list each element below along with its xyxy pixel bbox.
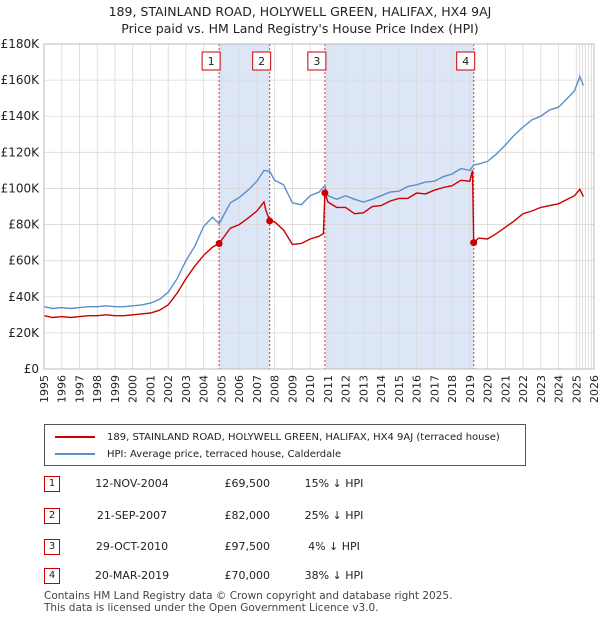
chart-subtitle: Price paid vs. HM Land Registry's House … <box>121 21 479 36</box>
legend-swatch-hpi <box>55 453 95 455</box>
transaction-price: £70,000 <box>224 569 271 582</box>
x-tick-label: 2007 <box>251 375 264 403</box>
transaction-hpi-diff: 15% ↓ HPI <box>304 477 364 490</box>
transaction-row: 3 29-OCT-2010 £97,500 4% ↓ HPI <box>0 539 600 559</box>
marker-box <box>307 51 327 71</box>
sale-point <box>215 240 223 248</box>
y-tick-label: £120K <box>1 145 41 159</box>
x-tick-label: 2019 <box>464 375 477 403</box>
x-tick-label: 2021 <box>499 375 512 403</box>
transaction-hpi-diff: 38% ↓ HPI <box>304 569 364 582</box>
legend-label-hpi: HPI: Average price, terraced house, Cald… <box>107 448 342 460</box>
x-tick-label: 2024 <box>553 375 566 403</box>
y-tick-label: £100K <box>1 181 41 195</box>
ownership-shade <box>324 44 474 369</box>
x-tick-label: 2010 <box>304 375 317 403</box>
x-tick-label: 2023 <box>535 375 548 403</box>
y-tick-label: £160K <box>1 73 41 87</box>
x-tick-label: 2006 <box>233 375 246 403</box>
x-tick-label: 2014 <box>375 375 388 403</box>
marker-box <box>252 51 272 71</box>
chart-legend: 189, STAINLAND ROAD, HOLYWELL GREEN, HAL… <box>44 424 526 466</box>
transaction-hpi-diff: 25% ↓ HPI <box>304 509 364 522</box>
marker-label: 4 <box>462 55 469 68</box>
legend-item-hpi: HPI: Average price, terraced house, Cald… <box>55 446 341 462</box>
x-tick-label: 2025 <box>570 375 583 403</box>
x-tick-label: 2001 <box>144 375 157 403</box>
price-chart: 1995 1996 1997 1998 1999 2000 2001 2002 2003 2004… <box>1 37 600 403</box>
y-tick-label: £40K <box>8 290 40 304</box>
x-tick-label: 2018 <box>446 375 459 403</box>
x-tick-label: 2009 <box>286 375 299 403</box>
x-tick-label: 1998 <box>91 375 104 403</box>
transaction-hpi-diff: 4% ↓ HPI <box>308 540 360 553</box>
transaction-number: 2 <box>44 508 60 524</box>
transaction-date: 20-MAR-2019 <box>94 569 170 582</box>
x-tick-label: 2011 <box>322 375 335 403</box>
x-tick-label: 2008 <box>269 375 282 403</box>
plot-border <box>43 43 595 370</box>
legend-label-property: 189, STAINLAND ROAD, HOLYWELL GREEN, HAL… <box>107 431 500 443</box>
footer-licence: This data is licensed under the Open Gov… <box>44 602 379 614</box>
transaction-date: 29-OCT-2010 <box>95 540 169 553</box>
legend-item-property: 189, STAINLAND ROAD, HOLYWELL GREEN, HAL… <box>55 429 500 445</box>
series-line-hpi <box>43 74 585 310</box>
x-tick-label: 1996 <box>56 375 69 403</box>
transaction-price: £97,500 <box>224 540 271 553</box>
transaction-price: £82,000 <box>224 509 271 522</box>
x-tick-label: 2015 <box>393 375 406 403</box>
x-tick-label: 2000 <box>127 375 140 403</box>
footer-copyright: Contains HM Land Registry data © Crown c… <box>44 590 453 602</box>
x-tick-label: 2002 <box>162 375 175 403</box>
marker-box <box>456 51 476 71</box>
x-tick-label: 2026 <box>588 375 600 403</box>
sale-point <box>266 217 274 225</box>
sale-point <box>470 239 478 247</box>
transaction-row: 4 20-MAR-2019 £70,000 38% ↓ HPI <box>0 568 600 588</box>
x-tick-label: 1997 <box>73 375 86 403</box>
marker-box <box>201 51 221 71</box>
x-tick-label: 2004 <box>198 375 211 403</box>
x-tick-label: 2013 <box>357 375 370 403</box>
y-tick-label: £60K <box>8 254 40 268</box>
transaction-row: 1 12-NOV-2004 £69,500 15% ↓ HPI <box>0 476 600 496</box>
x-tick-label: 2005 <box>215 375 228 403</box>
x-tick-label: 2020 <box>482 375 495 403</box>
x-tick-label: 1999 <box>109 375 122 403</box>
transaction-price: £69,500 <box>224 477 271 490</box>
marker-label: 3 <box>313 55 320 68</box>
x-tick-label: 2022 <box>517 375 530 403</box>
marker-label: 1 <box>208 55 215 68</box>
transaction-number: 4 <box>44 568 60 584</box>
y-tick-label: £20K <box>8 326 40 340</box>
x-tick-label: 2017 <box>428 375 441 403</box>
transaction-date: 12-NOV-2004 <box>95 477 169 490</box>
x-tick-label: 2012 <box>340 375 353 403</box>
transaction-row: 2 21-SEP-2007 £82,000 25% ↓ HPI <box>0 508 600 528</box>
y-tick-label: £80K <box>8 218 40 232</box>
x-tick-label: 1995 <box>38 375 51 403</box>
chart-title: 189, STAINLAND ROAD, HOLYWELL GREEN, HAL… <box>108 4 492 19</box>
legend-swatch-property <box>55 436 95 438</box>
transaction-number: 3 <box>44 539 60 555</box>
y-tick-label: £0 <box>24 362 39 376</box>
x-tick-label: 2016 <box>411 375 424 403</box>
transaction-number: 1 <box>44 476 60 492</box>
series-line-property <box>43 170 585 319</box>
sale-point <box>321 189 329 197</box>
marker-label: 2 <box>258 55 265 68</box>
y-tick-label: £180K <box>1 37 41 51</box>
ownership-shade <box>219 44 270 369</box>
transaction-date: 21-SEP-2007 <box>96 509 168 522</box>
y-tick-label: £140K <box>1 109 41 123</box>
x-tick-label: 2003 <box>180 375 193 403</box>
plot-area <box>44 44 594 369</box>
